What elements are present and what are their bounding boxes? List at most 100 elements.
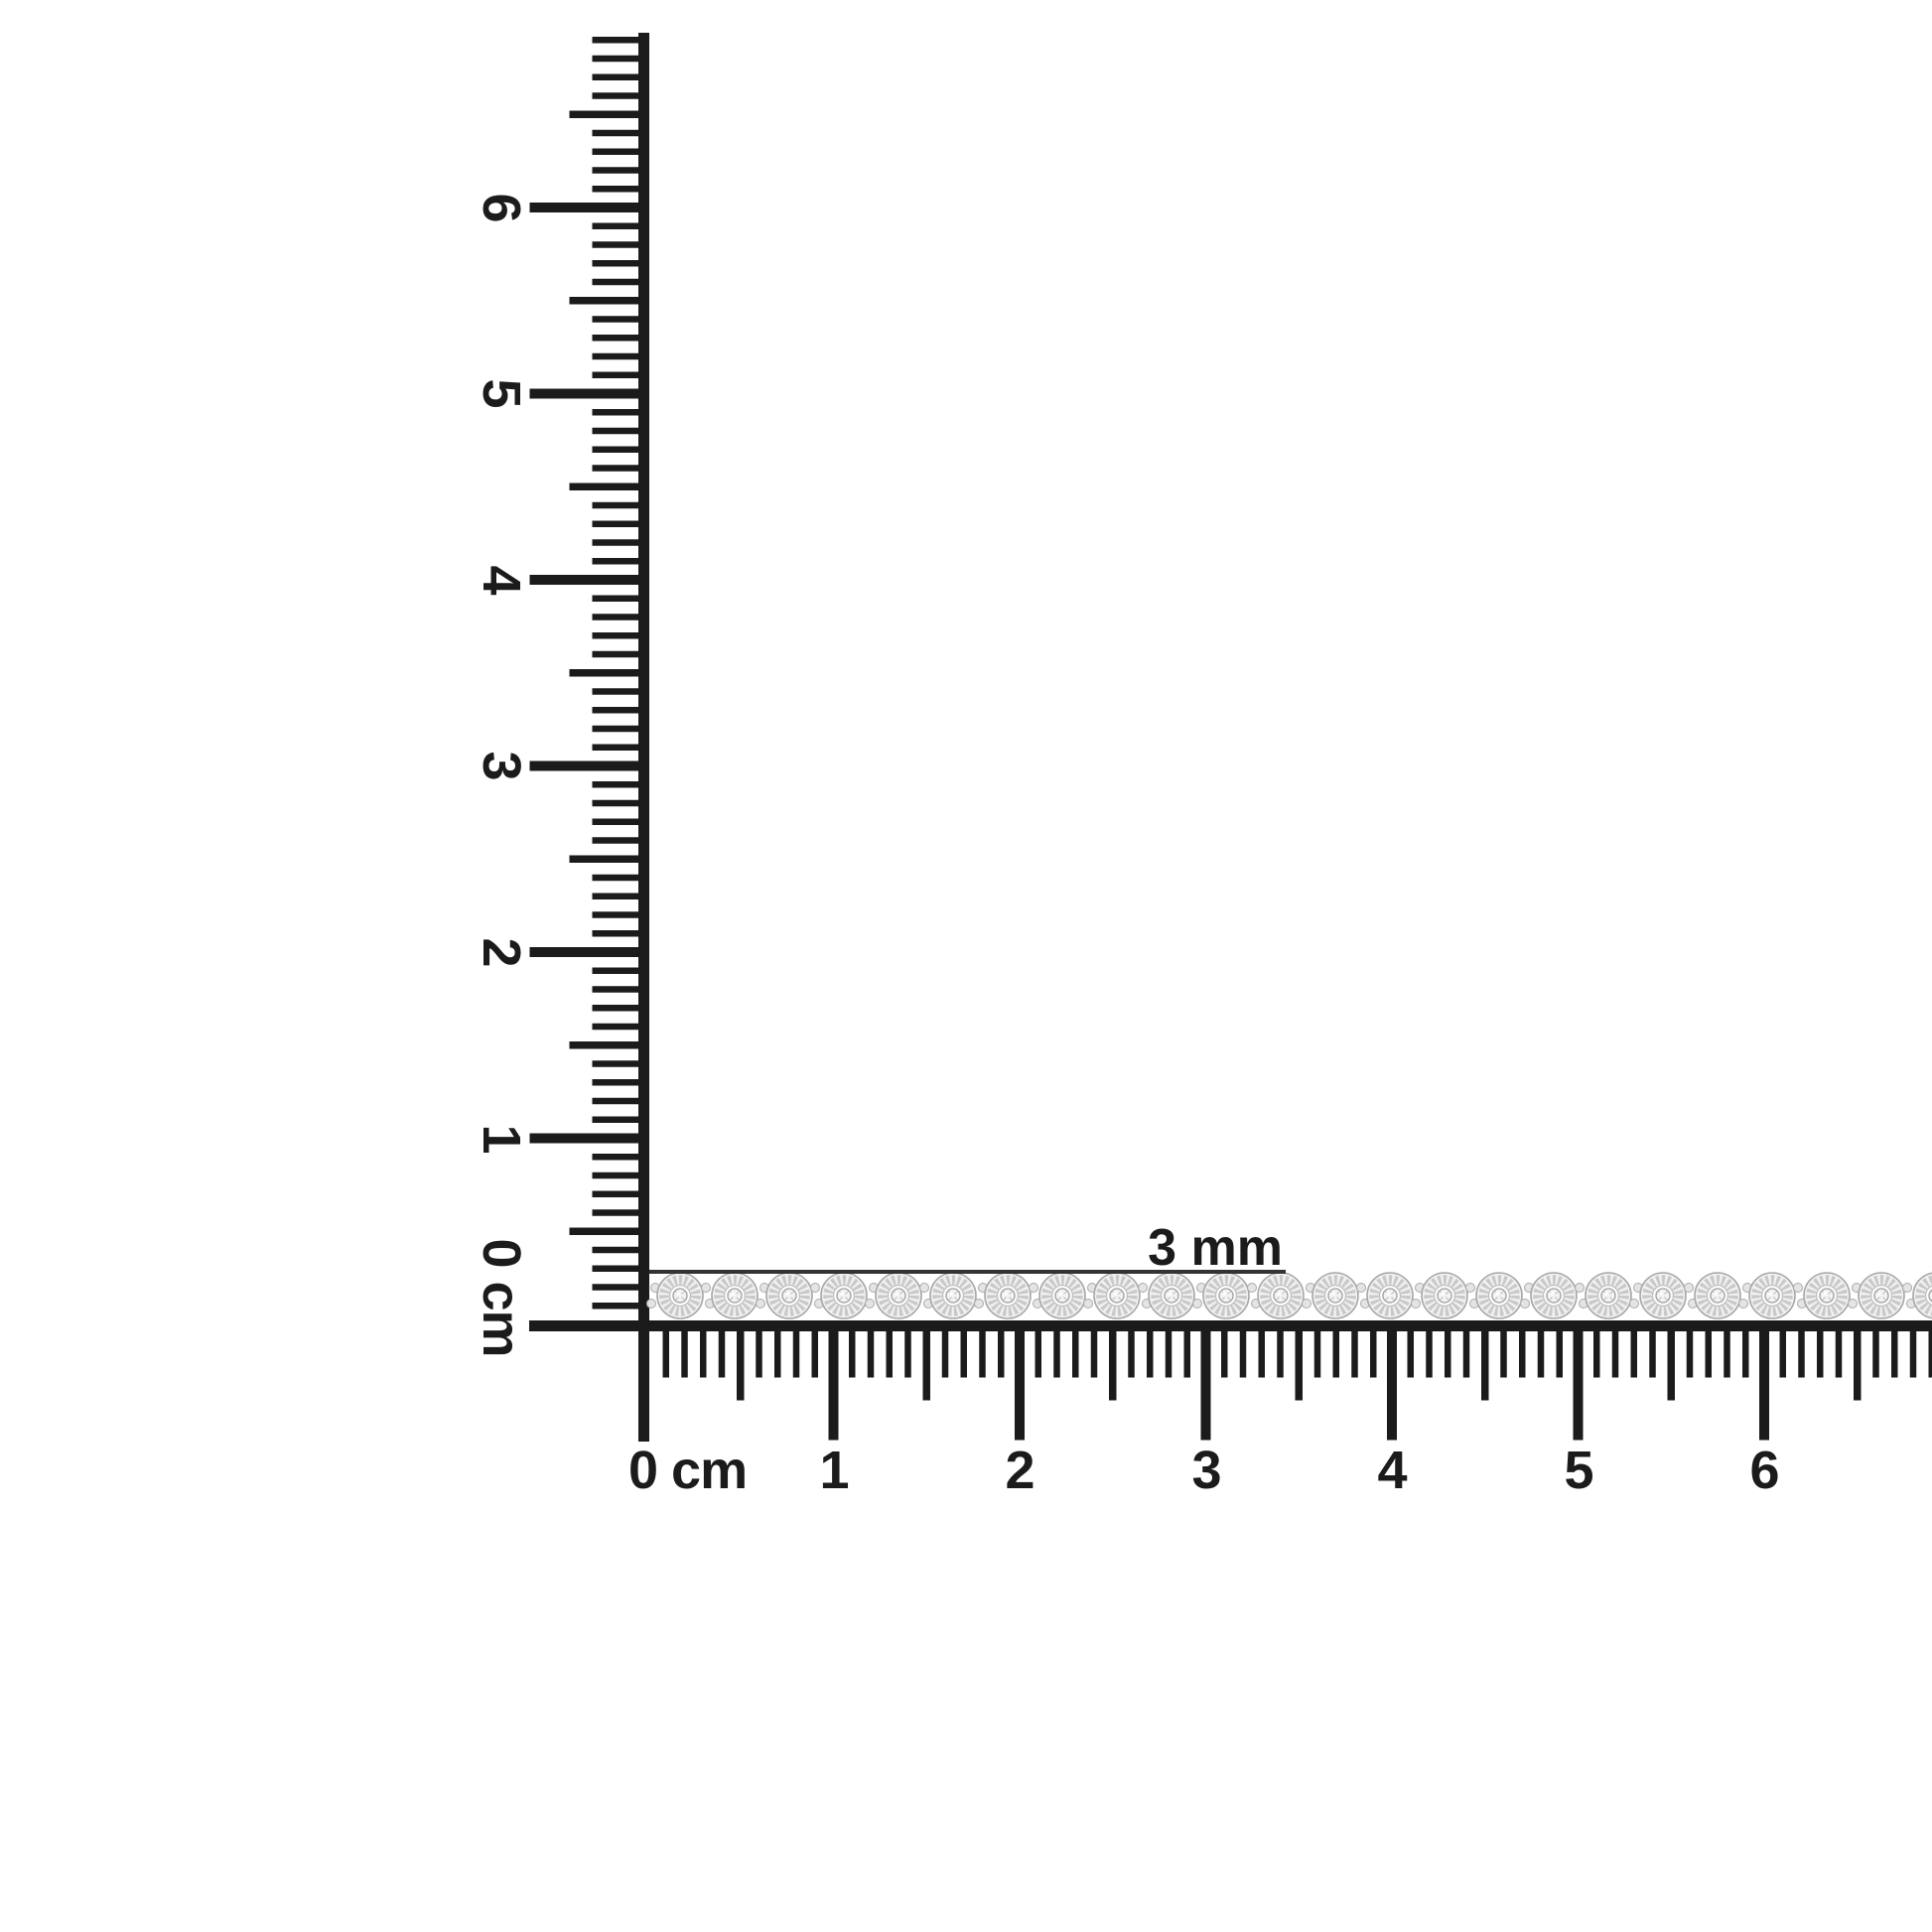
bracelet-connector <box>865 1299 875 1309</box>
vertical-ruler-tick <box>529 947 644 957</box>
horizontal-ruler-tick <box>867 1328 875 1378</box>
horizontal-ruler-tick <box>1817 1328 1824 1378</box>
horizontal-ruler-tick <box>1053 1328 1060 1378</box>
vertical-ruler-tick <box>569 1041 644 1049</box>
horizontal-ruler-tick <box>1556 1328 1563 1378</box>
bracelet-connector <box>1575 1283 1585 1293</box>
vertical-ruler-label-6: 6 <box>472 193 531 222</box>
vertical-ruler-tick <box>569 855 644 863</box>
vertical-ruler-tick <box>592 1284 644 1291</box>
vertical-ruler-tick <box>592 352 644 360</box>
vertical-ruler-tick <box>592 1246 644 1254</box>
bracelet-connector <box>701 1283 711 1293</box>
bracelet-link <box>1912 1272 1932 1319</box>
horizontal-ruler-label-0cm: 0 cm <box>628 1441 748 1500</box>
vertical-ruler-tick <box>592 55 644 63</box>
horizontal-ruler-tick <box>922 1328 930 1401</box>
horizontal-ruler-tick <box>1500 1328 1507 1378</box>
bracelet-connector <box>1356 1283 1366 1293</box>
vertical-ruler-tick <box>529 203 644 212</box>
vertical-ruler-label-2: 2 <box>472 937 531 967</box>
vertical-ruler-tick <box>592 1303 644 1310</box>
vertical-ruler-tick <box>592 614 644 621</box>
diamond-tennis-bracelet <box>646 1272 1932 1319</box>
horizontal-ruler-tick <box>1891 1328 1898 1378</box>
bracelet-connector <box>810 1283 820 1293</box>
bracelet-connector <box>1848 1299 1858 1309</box>
vertical-ruler-tick <box>592 1116 644 1123</box>
bracelet-connector <box>1192 1299 1202 1309</box>
bracelet-connector <box>1411 1299 1421 1309</box>
bracelet-link <box>1475 1272 1523 1319</box>
horizontal-ruler-tick <box>1649 1328 1656 1378</box>
horizontal-ruler-tick <box>756 1328 762 1378</box>
horizontal-ruler-tick <box>1387 1328 1397 1441</box>
horizontal-ruler-label-6: 6 <box>1749 1441 1779 1500</box>
bracelet-link <box>929 1272 977 1319</box>
horizontal-ruler-tick <box>960 1328 967 1378</box>
vertical-ruler-tick <box>592 595 644 602</box>
horizontal-ruler-tick <box>1779 1328 1786 1378</box>
vertical-ruler-tick <box>592 335 644 342</box>
diamond <box>1710 1288 1725 1304</box>
horizontal-ruler-tick <box>1072 1328 1079 1378</box>
vertical-ruler-tick <box>592 73 644 80</box>
vertical-ruler-tick <box>592 446 644 453</box>
horizontal-ruler-tick <box>811 1328 818 1378</box>
vertical-ruler-tick <box>592 1079 644 1086</box>
bracelet-connector <box>646 1299 656 1309</box>
vertical-ruler-tick <box>592 650 644 658</box>
vertical-ruler-tick <box>592 744 644 751</box>
vertical-ruler-tick <box>569 669 644 677</box>
vertical-ruler-tick <box>592 688 644 695</box>
vertical-ruler-tick <box>592 129 644 137</box>
diamond <box>1655 1288 1671 1304</box>
vertical-ruler-tick <box>592 465 644 472</box>
vertical-ruler-tick <box>592 92 644 99</box>
horizontal-ruler-tick <box>1128 1328 1135 1378</box>
vertical-ruler-tick <box>592 539 644 546</box>
horizontal-ruler-tick <box>1537 1328 1545 1378</box>
vertical-ruler-tick <box>592 148 644 155</box>
bracelet-connector <box>919 1283 929 1293</box>
diamond <box>1164 1288 1179 1304</box>
vertical-ruler-tick <box>569 297 644 305</box>
horizontal-ruler-tick <box>1611 1328 1619 1378</box>
bracelet-link <box>711 1272 759 1319</box>
bracelet-connector <box>756 1299 765 1309</box>
horizontal-ruler-tick <box>1872 1328 1879 1378</box>
vertical-ruler-tick <box>592 1172 644 1179</box>
vertical-ruler-tick <box>529 1133 644 1144</box>
bracelet-link <box>1694 1272 1741 1319</box>
vertical-ruler-tick <box>592 632 644 639</box>
bracelet-link <box>1148 1272 1195 1319</box>
vertical-ruler-tick <box>592 558 644 565</box>
vertical-ruler-tick <box>592 725 644 733</box>
bracelet-connector <box>1902 1283 1912 1293</box>
bracelet-link <box>984 1272 1032 1319</box>
vertical-ruler-tick <box>592 501 644 509</box>
vertical-ruler-label-1: 1 <box>472 1124 531 1154</box>
horizontal-ruler-tick <box>1147 1328 1154 1378</box>
vertical-ruler-tick <box>529 388 644 399</box>
horizontal-ruler-label-3: 3 <box>1191 1441 1221 1500</box>
bracelet-connector <box>1629 1299 1639 1309</box>
horizontal-ruler-tick <box>1667 1328 1675 1401</box>
vertical-ruler-tick <box>592 186 644 193</box>
vertical-ruler-tick <box>592 1023 644 1031</box>
vertical-ruler-tick <box>592 967 644 974</box>
diamond <box>781 1288 797 1304</box>
bracelet-link <box>1311 1272 1359 1319</box>
vertical-ruler-tick <box>592 837 644 844</box>
bracelet-connector <box>1302 1299 1311 1309</box>
horizontal-ruler-tick <box>1258 1328 1265 1378</box>
vertical-ruler-tick <box>592 222 644 229</box>
horizontal-ruler-tick <box>1573 1328 1584 1441</box>
diamond <box>1327 1288 1343 1304</box>
vertical-ruler-tick <box>592 911 644 918</box>
bracelet-connector <box>1520 1299 1530 1309</box>
bracelet-link <box>1803 1272 1851 1319</box>
vertical-ruler-tick <box>592 986 644 993</box>
bracelet-connector <box>1138 1283 1148 1293</box>
horizontal-ruler-tick <box>1854 1328 1862 1401</box>
